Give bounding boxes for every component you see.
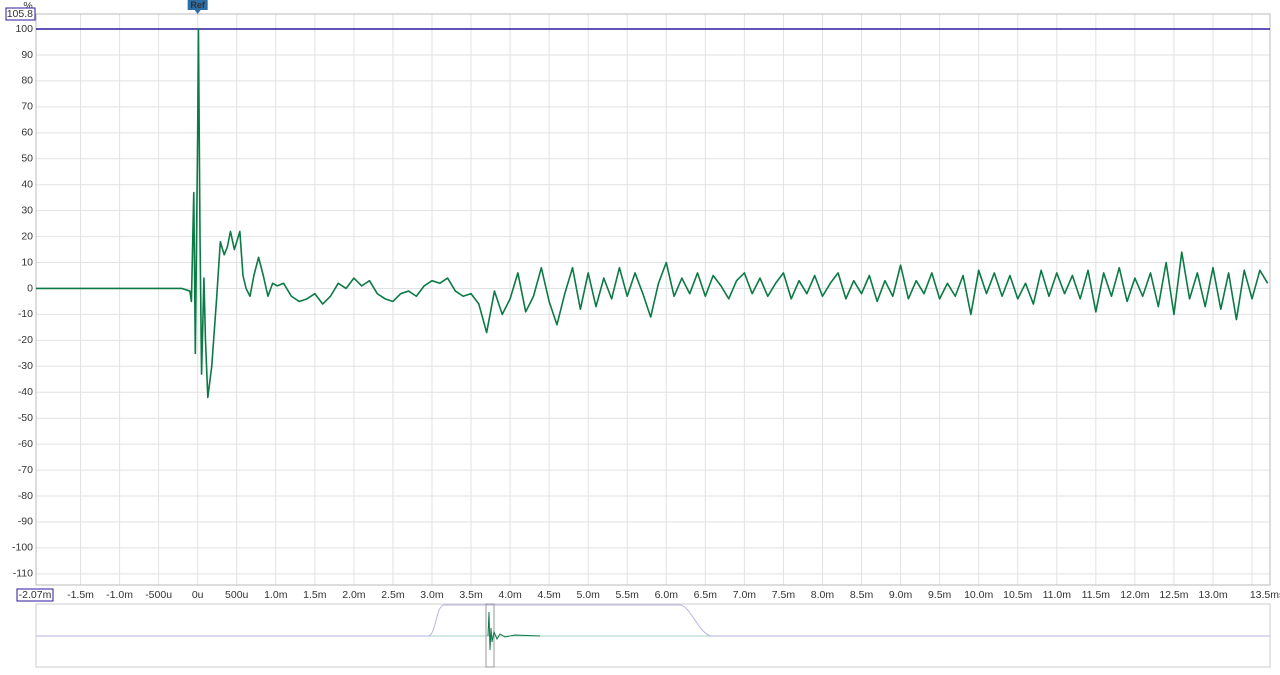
y-tick-label: -110: [13, 568, 33, 580]
plot-frame: [35, 13, 1271, 586]
x-tick-label: 7.0m: [733, 589, 757, 601]
y-tick-label: -50: [18, 412, 33, 424]
y-tick-label: 90: [21, 49, 33, 61]
y-tick-label: -60: [18, 438, 33, 450]
plot-area: [36, 28, 1270, 399]
grid: [36, 14, 1270, 585]
x-tick-label: 1.0m: [264, 589, 288, 601]
y-tick-label: 40: [21, 178, 33, 190]
y-tick-label: -80: [18, 490, 33, 502]
x-tick-label: 2.5m: [381, 589, 405, 601]
x-tick-label: 10.0m: [964, 589, 993, 601]
x-tick-label: 13.5ms: [1250, 589, 1280, 601]
ref-marker-label: Ref: [190, 0, 206, 10]
x-tick-label: 8.5m: [850, 589, 874, 601]
x-tick-label: 6.5m: [694, 589, 718, 601]
x-tick-label: -1.5m: [67, 589, 94, 601]
x-tick-label: -1.0m: [106, 589, 133, 601]
x-tick-label: 13.0m: [1198, 589, 1227, 601]
y-tick-label: 70: [21, 101, 33, 113]
overview-trace: [487, 611, 541, 651]
overview-viewport: [485, 603, 495, 668]
y-tick-label: -20: [18, 334, 33, 346]
y-tick-label: 0: [27, 282, 33, 294]
y-tick-label: 105.8: [7, 8, 33, 20]
x-tick-label: 12.5m: [1159, 589, 1188, 601]
y-tick-label: 20: [21, 230, 33, 242]
y-tick-label: 10: [21, 256, 33, 268]
y-tick-label: 50: [21, 153, 33, 165]
y-tick-label: -10: [18, 308, 33, 320]
y-tick-label: -100: [12, 542, 33, 554]
x-tick-label: 6.0m: [655, 589, 679, 601]
y-tick-label: -40: [18, 386, 33, 398]
x-tick-label: -500u: [145, 589, 172, 601]
y-limit-box: [5, 7, 36, 21]
x-tick-label: -2.07m: [19, 589, 52, 601]
ref-marker: [187, 0, 208, 14]
y-tick-label: -70: [18, 464, 33, 476]
x-tick-label: 12.0m: [1120, 589, 1149, 601]
y-tick-label: 80: [21, 75, 33, 87]
x-tick-label: 11.0m: [1043, 589, 1072, 601]
y-tick-label: -90: [18, 516, 33, 528]
x-tick-label: 9.5m: [928, 589, 952, 601]
x-tick-label: 2.0m: [342, 589, 366, 601]
x-tick-label: 0u: [192, 589, 204, 601]
x-tick-label: 9.0m: [889, 589, 913, 601]
x-tick-label: 10.5m: [1003, 589, 1032, 601]
x-tick-label: 3.0m: [420, 589, 444, 601]
x-tick-label: 3.5m: [459, 589, 483, 601]
data-line: [36, 28, 1269, 399]
x-tick-label: 4.5m: [537, 589, 561, 601]
x-tick-label: 11.5m: [1082, 589, 1111, 601]
x-tick-label: 8.0m: [811, 589, 835, 601]
x-tick-label: 5.5m: [616, 589, 640, 601]
y-tick-label: 100: [15, 23, 33, 35]
y-tick-label: -30: [18, 360, 33, 372]
x-limit-box: [16, 588, 54, 602]
x-tick-label: 1.5m: [303, 589, 327, 601]
x-tick-label: 7.5m: [772, 589, 796, 601]
y-axis-label: %: [23, 0, 32, 12]
overview: [35, 603, 1271, 668]
x-tick-label: 500u: [225, 589, 249, 601]
y-tick-label: 60: [21, 127, 33, 139]
y-tick-label: 30: [21, 204, 33, 216]
x-tick-label: 5.0m: [577, 589, 601, 601]
x-tick-label: 4.0m: [498, 589, 522, 601]
overview-window: [36, 604, 1270, 637]
